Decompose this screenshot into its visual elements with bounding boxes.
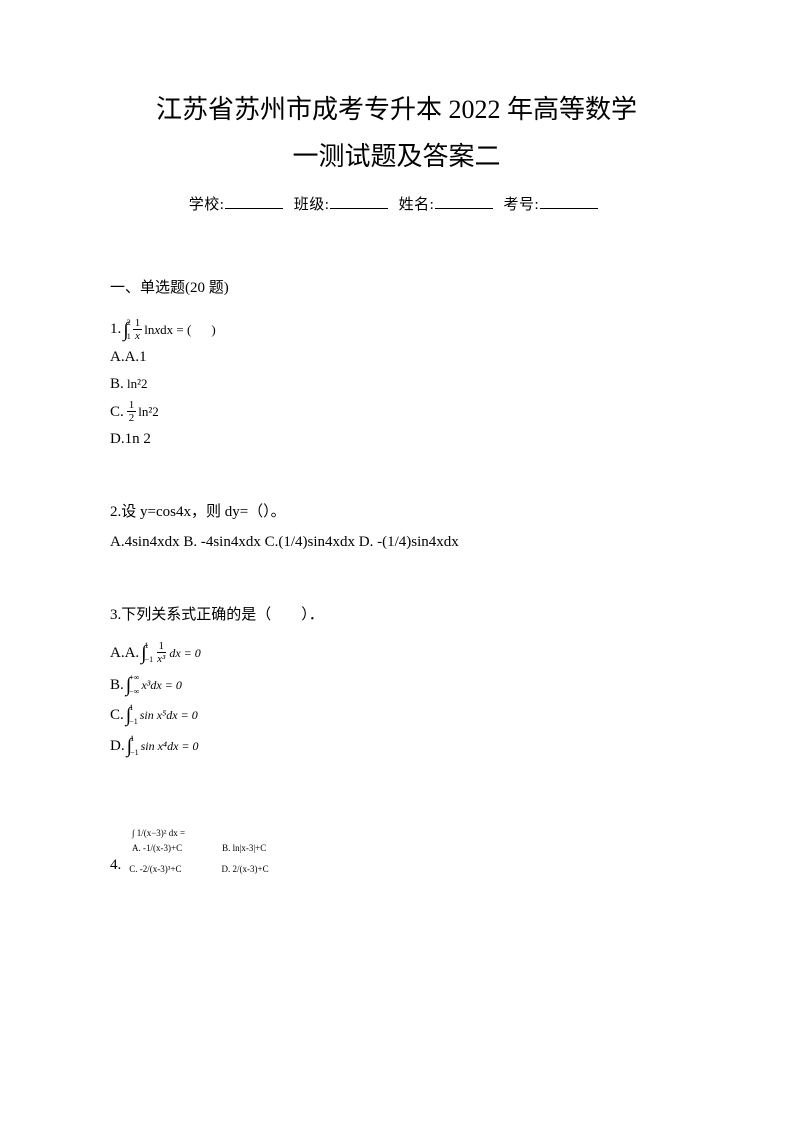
q1-paren-close: ) — [211, 320, 215, 340]
integral-sign: ∫ — [126, 705, 131, 725]
q1-opt-c: C. 1 2 ln²2 — [110, 399, 683, 424]
q3-opt-a: A.A. ∫ 1−1 1x³ dx = 0 — [110, 640, 683, 665]
q4-opt-d: D. 2/(x-3)+C — [222, 863, 269, 876]
question-3: 3.下列关系式正确的是（ ）． A.A. ∫ 1−1 1x³ dx = 0 B.… — [110, 604, 683, 757]
class-label: 班级: — [294, 197, 330, 213]
q2-options: A.4sin4xdx B. -4sin4xdx C.(1/4)sin4xdx D… — [110, 531, 683, 554]
question-1: 1. ∫ 2 1 1 x lnx dx = ( ) A.A.1 B. ln²2 … — [110, 317, 683, 451]
page-title-line2: 一测试题及答案二 — [110, 137, 683, 176]
name-label: 姓名: — [399, 197, 435, 213]
q4-number: 4. — [110, 855, 121, 876]
examno-blank[interactable] — [540, 194, 598, 209]
integral-sign: ∫ — [123, 320, 128, 340]
q3-stem: 3.下列关系式正确的是（ ）． — [110, 604, 683, 627]
q1-frac: 1 x — [133, 317, 143, 342]
q4-opt-b: B. ln|x-3|+C — [222, 842, 266, 855]
name-blank[interactable] — [435, 194, 493, 209]
examno-label: 考号: — [504, 197, 540, 213]
q3-opt-b: B. ∫ +∞−∞ x³dx = 0 — [110, 674, 683, 697]
question-4: ∫ 1/(x−3)² dx = A. -1/(x-3)+C B. ln|x-3|… — [110, 827, 683, 876]
q1-number: 1. — [110, 318, 121, 341]
page-title-line1: 江苏省苏州市成考专升本 2022 年高等数学 — [110, 90, 683, 129]
q1-dx: dx = ( — [160, 320, 191, 340]
q2-stem: 2.设 y=cos4x，则 dy=（）。 — [110, 501, 683, 524]
q1-opt-b: B. ln²2 — [110, 373, 683, 396]
q1-c-frac: 1 2 — [127, 399, 137, 424]
integral-sign: ∫ — [141, 643, 146, 663]
q1-opt-d: D.1n 2 — [110, 428, 683, 451]
school-label: 学校: — [189, 197, 225, 213]
question-2: 2.设 y=cos4x，则 dy=（）。 A.4sin4xdx B. -4sin… — [110, 501, 683, 554]
integral-sign: ∫ — [126, 675, 131, 695]
q1-opt-a: A.A.1 — [110, 346, 683, 369]
q3-opt-c: C. ∫ 1−1 sin x⁵dx = 0 — [110, 704, 683, 727]
info-line: 学校: 班级: 姓名: 考号: — [110, 194, 683, 217]
integral-sign: ∫ — [127, 736, 132, 756]
q4-opt-a: A. -1/(x-3)+C — [132, 842, 182, 855]
class-blank[interactable] — [330, 194, 388, 209]
q4-integral: ∫ 1/(x−3)² dx = — [132, 827, 683, 840]
section-header: 一、单选题(20 题) — [110, 277, 683, 300]
school-blank[interactable] — [225, 194, 283, 209]
q1-stem: 1. ∫ 2 1 1 x lnx dx = ( ) — [110, 317, 683, 342]
q1-ln: ln — [144, 320, 154, 340]
q3-opt-d: D. ∫ 1−1 sin x⁴dx = 0 — [110, 735, 683, 758]
q4-opt-c: C. -2/(x-3)³+C — [129, 863, 181, 876]
